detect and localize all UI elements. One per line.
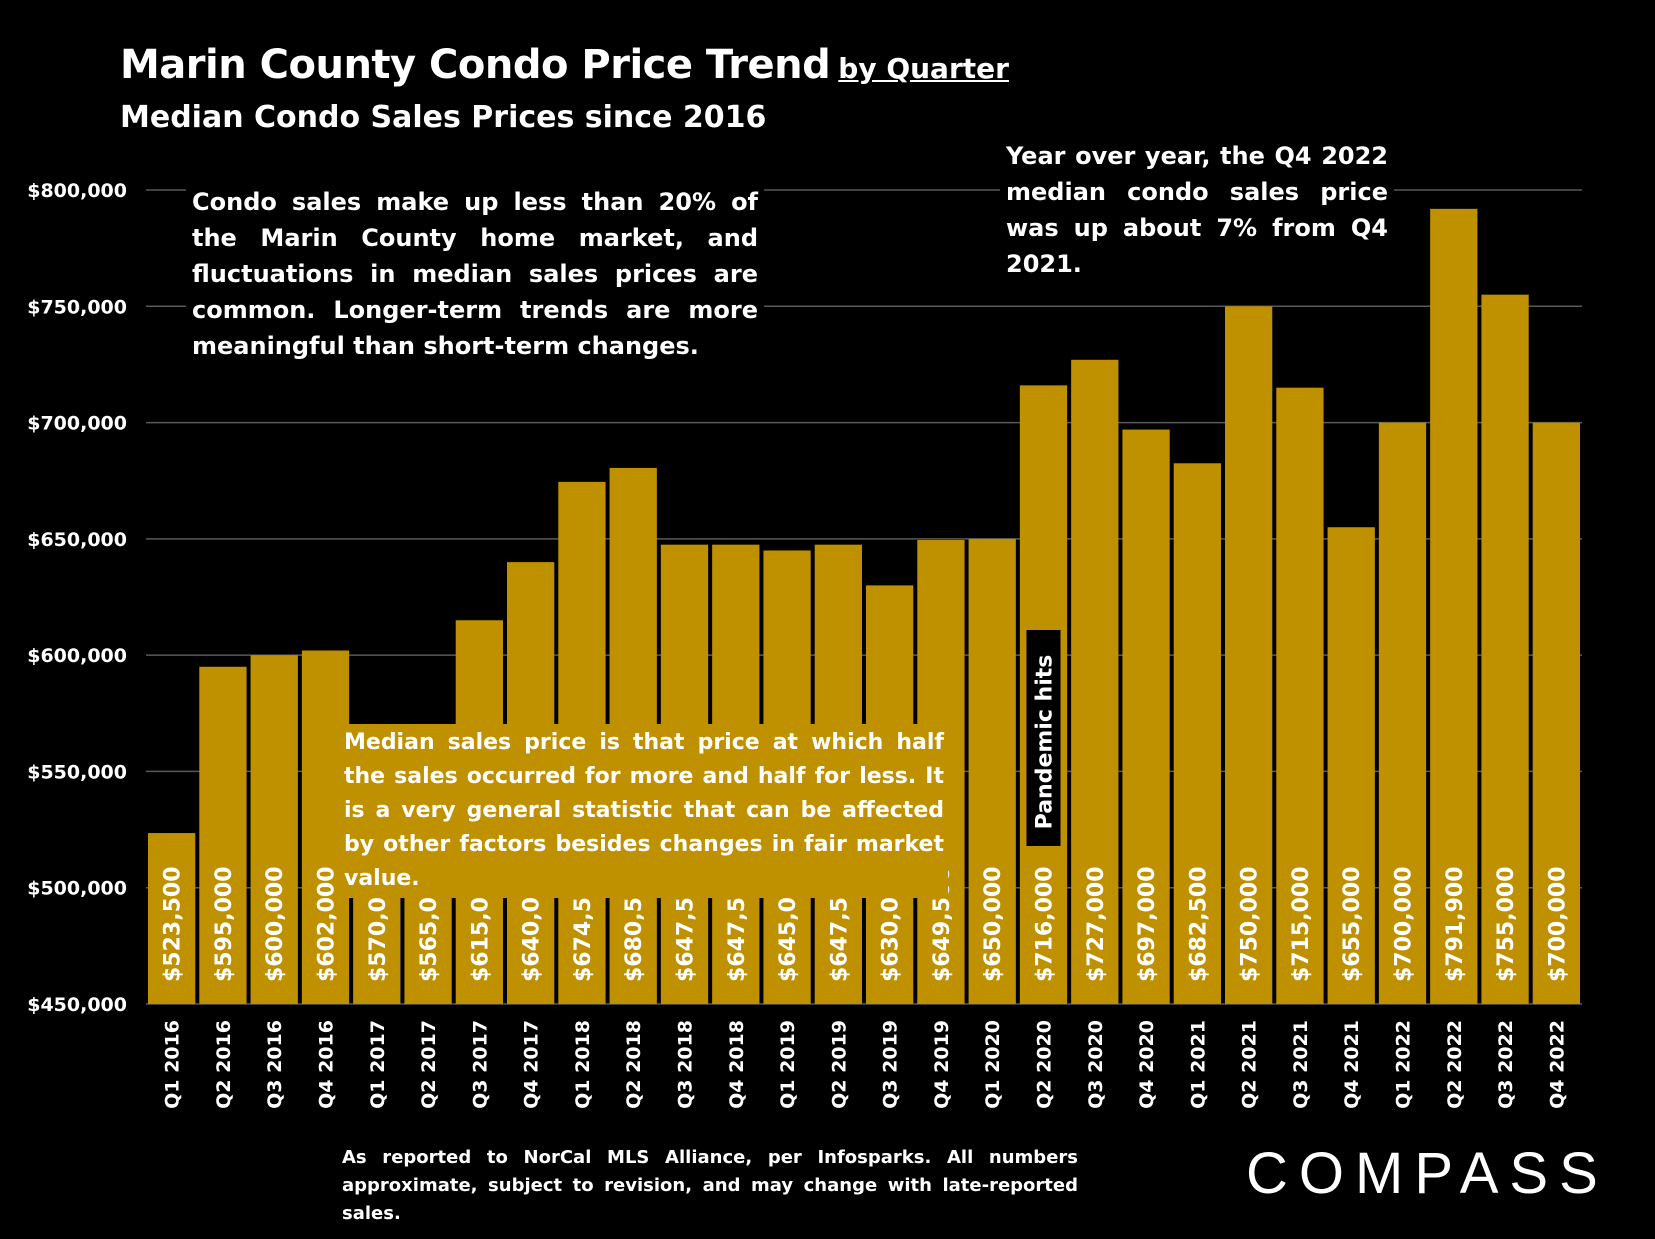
x-tick-label: Q4 2019 xyxy=(931,1020,953,1109)
x-tick-label: Q2 2017 xyxy=(418,1020,440,1109)
bar-series xyxy=(148,208,1580,1005)
chart-title: Marin County Condo Price Trend xyxy=(120,42,831,88)
x-tick-label: Q3 2021 xyxy=(1290,1020,1312,1109)
bar-data-label: $727,000 xyxy=(1084,866,1109,982)
bar-data-label: $655,000 xyxy=(1340,866,1365,982)
x-tick-label: Q3 2019 xyxy=(880,1020,902,1109)
x-tick-label: Q1 2019 xyxy=(777,1020,799,1109)
bar-data-label: $750,000 xyxy=(1238,866,1263,982)
y-tick-label: $750,000 xyxy=(27,296,127,318)
y-tick-label: $700,000 xyxy=(27,413,127,435)
bar-data-label: $697,000 xyxy=(1135,866,1160,982)
chart-title-block: Marin County Condo Price Trend by Quarter xyxy=(120,42,1009,88)
bar-data-label: $600,000 xyxy=(263,866,288,982)
x-tick-label: Q2 2019 xyxy=(828,1020,850,1109)
y-tick-label: $450,000 xyxy=(27,994,127,1016)
x-tick-label: Q4 2017 xyxy=(521,1020,543,1109)
bar xyxy=(1378,422,1427,1005)
x-tick-label: Q3 2022 xyxy=(1495,1020,1517,1109)
annotations: Pandemic hits xyxy=(1026,630,1061,846)
bar-data-label: $602,000 xyxy=(315,866,340,982)
bar xyxy=(1276,387,1324,1005)
bar-data-labels: $523,500 $595,000 $600,000 $602,000 $570,000… xyxy=(161,866,1571,982)
bar xyxy=(1430,208,1478,1005)
y-tick-label: $800,000 xyxy=(27,180,127,202)
bar xyxy=(1532,422,1580,1005)
y-tick-label: $550,000 xyxy=(27,761,127,783)
y-tick-label: $650,000 xyxy=(27,529,127,551)
y-tick-label: $600,000 xyxy=(27,645,127,667)
bar xyxy=(148,833,196,1004)
note-median-definition: Median sales price is that price at whic… xyxy=(340,724,948,898)
x-tick-label: Q2 2018 xyxy=(623,1020,645,1109)
bar xyxy=(1481,294,1529,1005)
bar-data-label: $715,000 xyxy=(1289,866,1314,982)
x-tick-label: Q4 2018 xyxy=(726,1020,748,1109)
bar xyxy=(1327,527,1375,1004)
bar-data-label: $523,500 xyxy=(161,866,186,982)
bar-data-label: $682,500 xyxy=(1186,866,1211,982)
annotation-backdrop xyxy=(1026,630,1061,846)
bar xyxy=(1122,429,1170,1004)
x-tick-label: Q4 2022 xyxy=(1546,1020,1568,1109)
x-tick-label: Q3 2016 xyxy=(264,1020,286,1109)
x-tick-label: Q3 2018 xyxy=(675,1020,697,1109)
x-tick-label: Q1 2021 xyxy=(1187,1020,1209,1109)
chart-title-suffix: by Quarter xyxy=(838,52,1009,85)
x-tick-label: Q2 2016 xyxy=(213,1020,235,1109)
note-year-over-year: Year over year, the Q4 2022 median condo… xyxy=(1000,136,1394,284)
compass-logo: COMPASS xyxy=(1246,1141,1609,1206)
y-axis-tick-labels: $450,000 $500,000 $550,000 $600,000 $650,000… xyxy=(27,180,127,1016)
x-tick-label: Q1 2017 xyxy=(367,1020,389,1109)
bar xyxy=(1173,463,1221,1004)
bar xyxy=(199,666,247,1004)
x-tick-label: Q4 2021 xyxy=(1341,1020,1363,1109)
bar-data-label: $595,000 xyxy=(212,866,237,982)
x-tick-label: Q1 2016 xyxy=(162,1020,184,1109)
x-axis-tick-labels: Q1 2016 Q2 2016 Q3 2016 Q4 2016 Q1 2017 Q2 20… xyxy=(162,1020,1569,1109)
x-tick-label: Q1 2022 xyxy=(1393,1020,1415,1109)
bar-data-label: $716,000 xyxy=(1033,866,1058,982)
x-tick-label: Q4 2020 xyxy=(1136,1020,1158,1109)
bar-data-label: $650,000 xyxy=(981,866,1006,982)
x-tick-label: Q3 2017 xyxy=(469,1020,491,1109)
bar xyxy=(1071,359,1119,1005)
x-tick-label: Q4 2016 xyxy=(316,1020,338,1109)
bar-data-label: $755,000 xyxy=(1494,866,1519,982)
source-footnote: As reported to NorCal MLS Alliance, per … xyxy=(342,1147,1078,1224)
x-tick-label: Q2 2021 xyxy=(1239,1020,1261,1109)
x-tick-label: Q3 2020 xyxy=(1085,1020,1107,1109)
x-tick-label: Q1 2020 xyxy=(982,1020,1004,1109)
note-condo-share: Condo sales make up less than 20% of the… xyxy=(186,182,764,366)
bar-data-label: $700,000 xyxy=(1392,866,1417,982)
pandemic-annotation: Pandemic hits xyxy=(1033,655,1058,830)
bar xyxy=(1225,306,1273,1004)
x-tick-label: Q2 2020 xyxy=(1034,1020,1056,1109)
y-tick-label: $500,000 xyxy=(27,878,127,900)
bar xyxy=(968,538,1016,1004)
bar-data-label: $791,900 xyxy=(1443,866,1468,982)
chart-subtitle: Median Condo Sales Prices since 2016 xyxy=(120,100,767,135)
x-tick-label: Q1 2018 xyxy=(572,1020,594,1109)
bar-data-label: $700,000 xyxy=(1545,866,1570,982)
bar xyxy=(250,655,298,1004)
x-tick-label: Q2 2022 xyxy=(1444,1020,1466,1109)
